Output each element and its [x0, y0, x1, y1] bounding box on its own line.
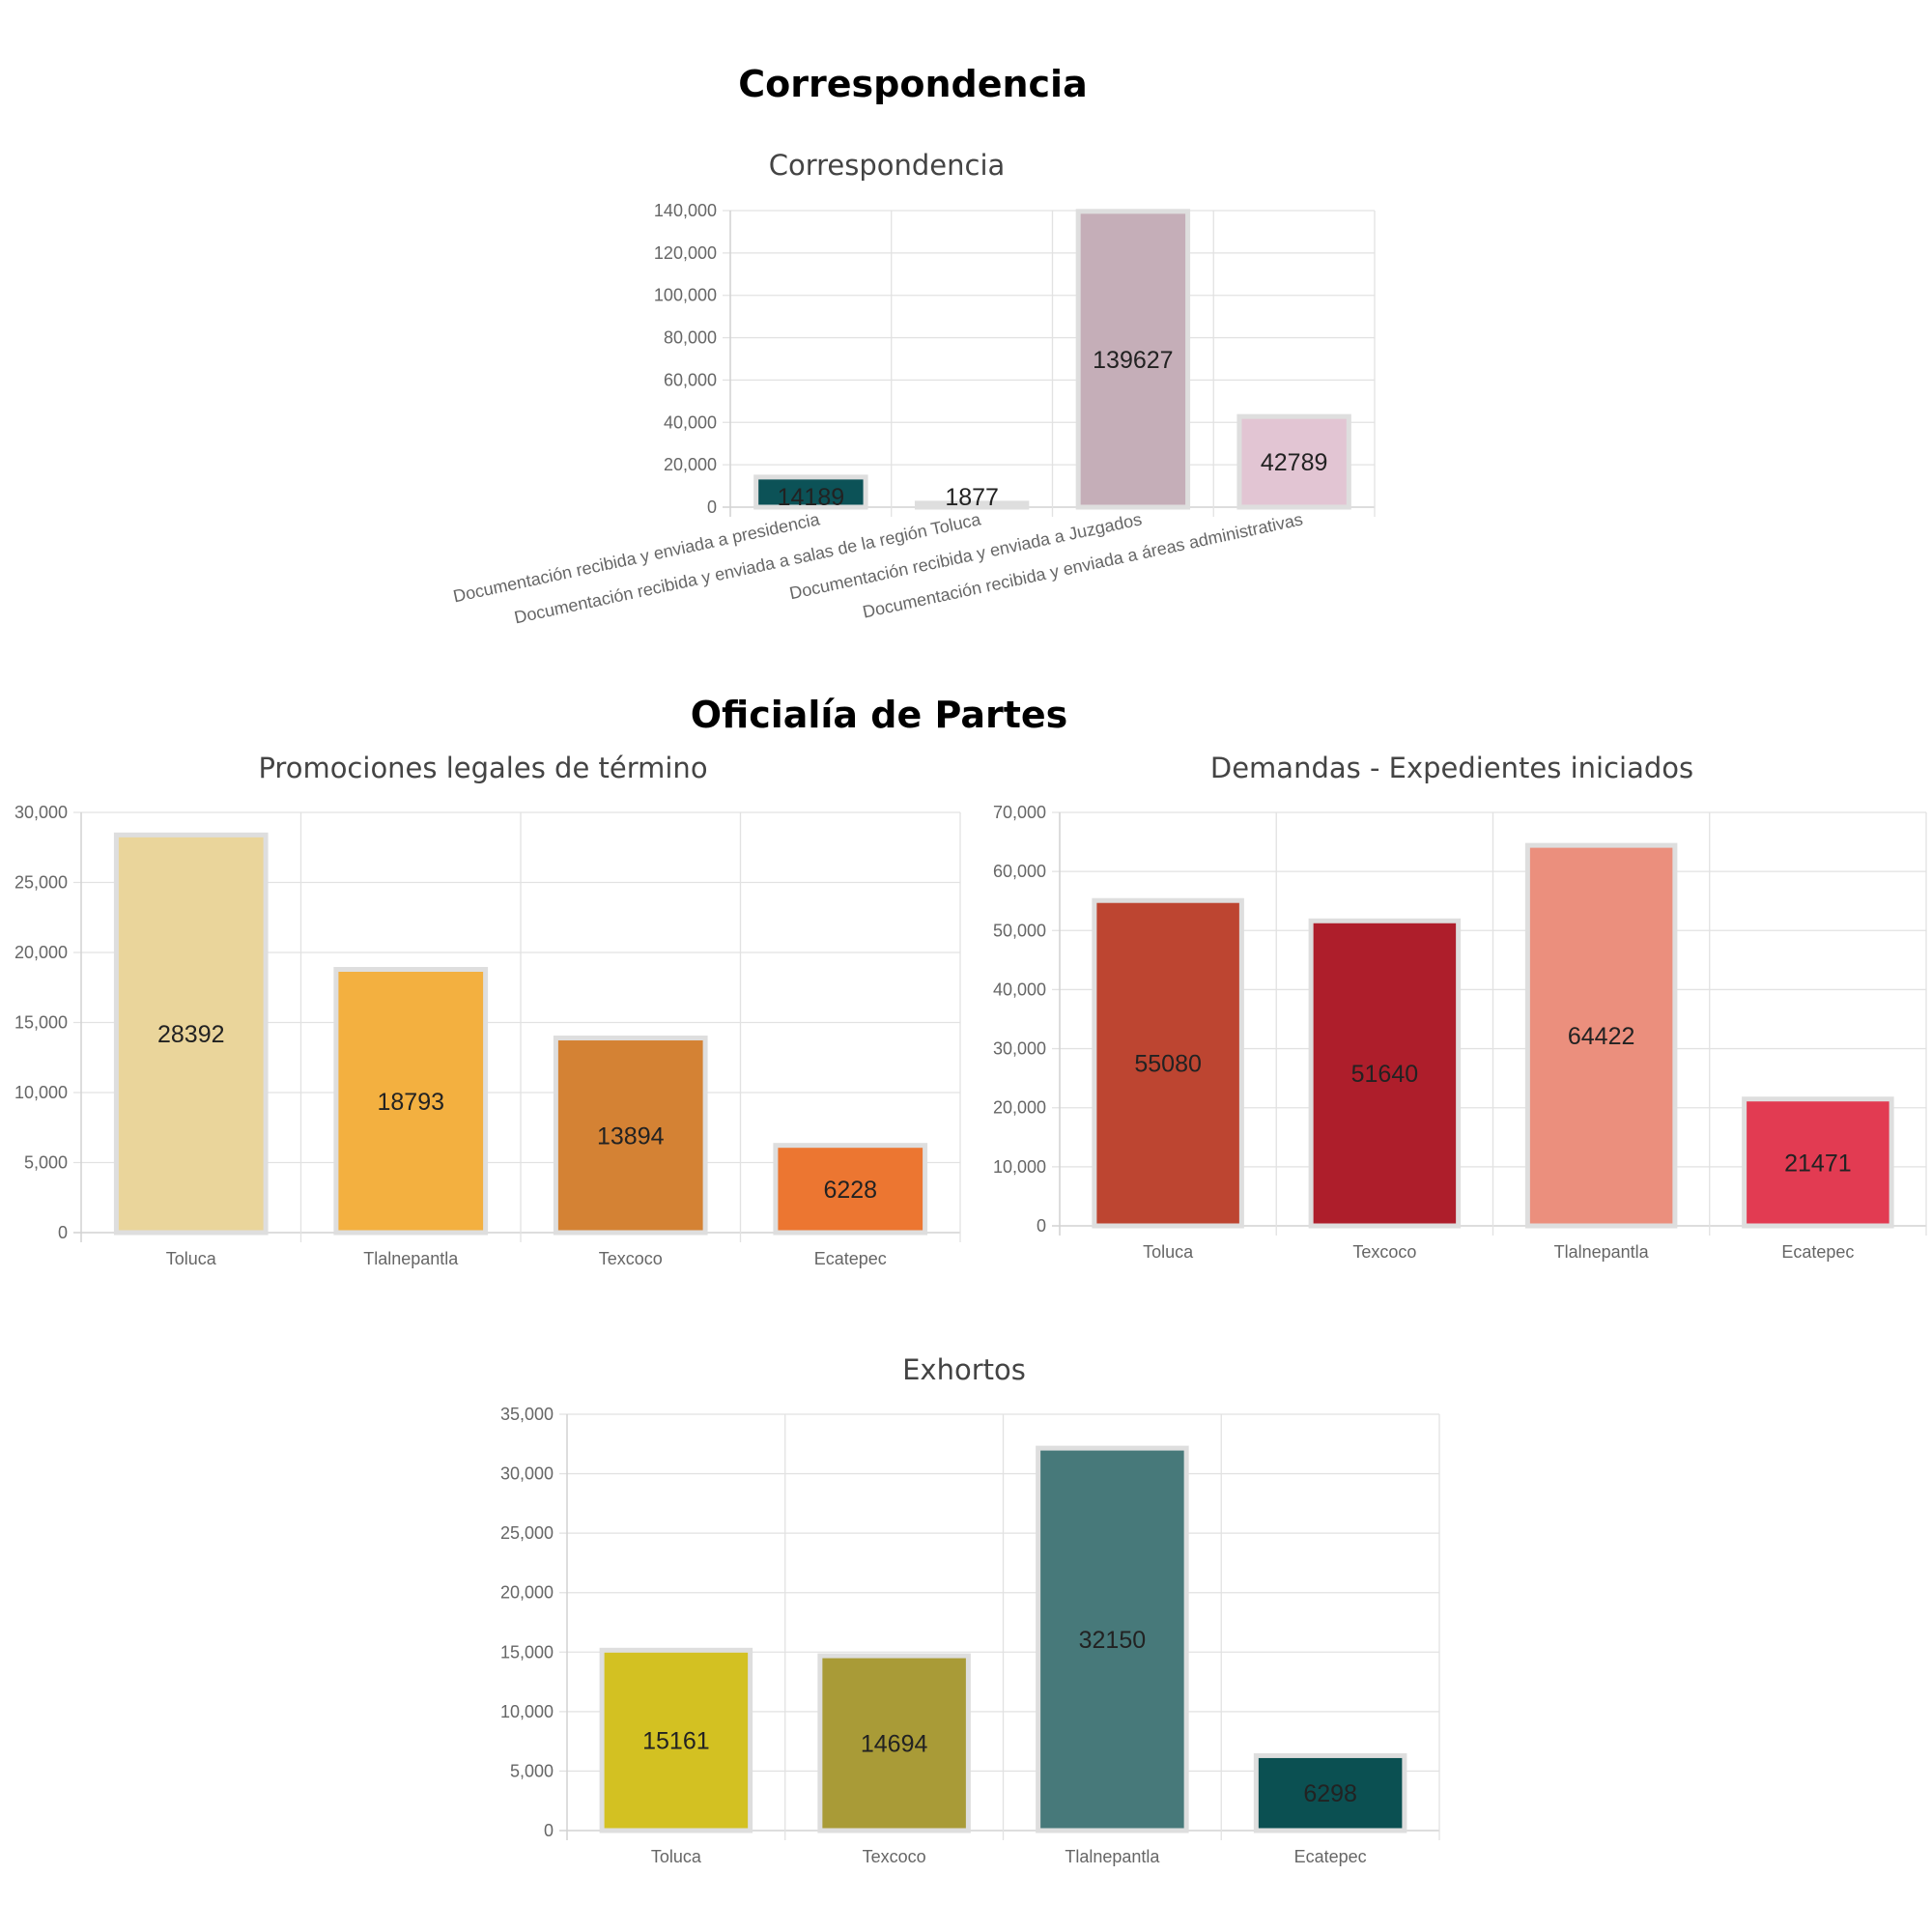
bar[interactable]: [1075, 209, 1191, 510]
bar[interactable]: [1742, 1096, 1894, 1229]
bar[interactable]: [599, 1647, 753, 1833]
bar-value-label: 6298: [1303, 1780, 1357, 1807]
bar-value-label: 13894: [597, 1122, 665, 1150]
chart-title: Promociones legales de término: [258, 752, 707, 784]
category-label: Tlalnepantla: [1554, 1242, 1650, 1262]
bar[interactable]: [1092, 897, 1244, 1229]
chart-exhortos: Exhortos 0 5,000 10,000 15,000 20,000 25,000 30…: [500, 1353, 1440, 1866]
bar-value-label: 51640: [1351, 1061, 1419, 1088]
y-tick-label: 5,000: [510, 1761, 554, 1780]
chart-title: Correspondencia: [769, 149, 1006, 182]
y-tick-label: 120,000: [654, 243, 717, 263]
y-tick-label: 40,000: [993, 980, 1046, 999]
bar-value-label: 14189: [778, 484, 845, 511]
category-label: Ecatepec: [1781, 1242, 1854, 1262]
category-label: Texcoco: [863, 1847, 926, 1866]
bar[interactable]: [553, 1036, 708, 1236]
y-tick-label: 80,000: [664, 328, 717, 348]
y-tick-label: 40,000: [664, 412, 717, 432]
y-tick-label: 35,000: [500, 1405, 554, 1424]
bar-value-label: 1877: [945, 484, 999, 511]
bar[interactable]: [914, 500, 1030, 510]
bar-value-label: 32150: [1079, 1627, 1147, 1654]
category-label: Tlalnepantla: [1065, 1847, 1160, 1866]
chart-title: Exhortos: [902, 1353, 1026, 1386]
chart-demandas-expedientes: Demandas - Expedientes iniciados 0 10,000 2…: [993, 752, 1927, 1262]
y-tick-label: 20,000: [664, 455, 717, 474]
bar-value-label: 28392: [157, 1021, 225, 1048]
y-tick-label: 15,000: [500, 1642, 554, 1662]
bar[interactable]: [113, 832, 269, 1236]
bar-value-label: 18793: [377, 1089, 444, 1116]
bar[interactable]: [333, 967, 489, 1236]
y-tick-label: 20,000: [993, 1098, 1046, 1118]
y-tick-label: 50,000: [993, 921, 1046, 940]
y-tick-label: 100,000: [654, 286, 717, 305]
section-title-correspondencia: Correspondencia: [738, 63, 1088, 105]
y-tick-label: 140,000: [654, 201, 717, 220]
y-tick-label: 10,000: [500, 1702, 554, 1721]
category-label: Ecatepec: [814, 1249, 887, 1268]
category-label: Texcoco: [599, 1249, 663, 1268]
category-label: Toluca: [1143, 1242, 1194, 1262]
category-label: Toluca: [651, 1847, 702, 1866]
chart-title: Demandas - Expedientes iniciados: [1210, 752, 1693, 784]
y-tick-label: 60,000: [664, 370, 717, 389]
bar-value-label: 64422: [1568, 1023, 1635, 1050]
bar[interactable]: [817, 1653, 971, 1833]
y-tick-label: 60,000: [993, 862, 1046, 881]
category-label: Tlalnepantla: [363, 1249, 459, 1268]
bar-value-label: 14694: [861, 1731, 928, 1758]
category-label: Toluca: [166, 1249, 217, 1268]
y-tick-label: 0: [707, 497, 717, 517]
y-tick-label: 15,000: [14, 1013, 68, 1033]
bar-value-label: 139627: [1093, 347, 1173, 374]
bar[interactable]: [1308, 918, 1462, 1229]
y-tick-label: 30,000: [500, 1464, 554, 1484]
y-tick-label: 30,000: [993, 1039, 1046, 1059]
y-tick-label: 10,000: [14, 1083, 68, 1102]
y-tick-label: 25,000: [14, 873, 68, 893]
y-tick-label: 30,000: [14, 803, 68, 822]
y-tick-label: 5,000: [24, 1153, 68, 1173]
category-label: Texcoco: [1352, 1242, 1416, 1262]
bar-value-label: 55080: [1134, 1051, 1202, 1078]
bar[interactable]: [1253, 1752, 1407, 1833]
y-tick-label: 20,000: [14, 943, 68, 962]
y-tick-label: 0: [58, 1223, 68, 1242]
bar[interactable]: [773, 1143, 928, 1236]
bar-value-label: 6228: [823, 1177, 877, 1204]
bar-value-label: 15161: [642, 1728, 710, 1755]
category-label: Ecatepec: [1294, 1847, 1367, 1866]
bar-value-label: 21471: [1784, 1150, 1852, 1177]
y-tick-label: 20,000: [500, 1583, 554, 1603]
y-tick-label: 25,000: [500, 1523, 554, 1543]
y-tick-label: 0: [544, 1821, 554, 1840]
bar[interactable]: [1236, 413, 1351, 510]
chart-promociones-legales: Promociones legales de término 0 5,000 10,0…: [14, 752, 961, 1268]
y-tick-label: 0: [1037, 1216, 1046, 1236]
section-title-oficialia-de-partes: Oficialía de Partes: [690, 694, 1068, 736]
y-tick-label: 70,000: [993, 803, 1046, 822]
bar[interactable]: [1036, 1445, 1189, 1833]
bar-value-label: 42789: [1261, 449, 1328, 476]
chart-correspondencia: Correspondencia 0 20,000 40,000 60,000 80,000…: [451, 149, 1376, 627]
y-tick-label: 10,000: [993, 1157, 1046, 1177]
bar[interactable]: [753, 474, 868, 510]
bar[interactable]: [1524, 842, 1678, 1229]
